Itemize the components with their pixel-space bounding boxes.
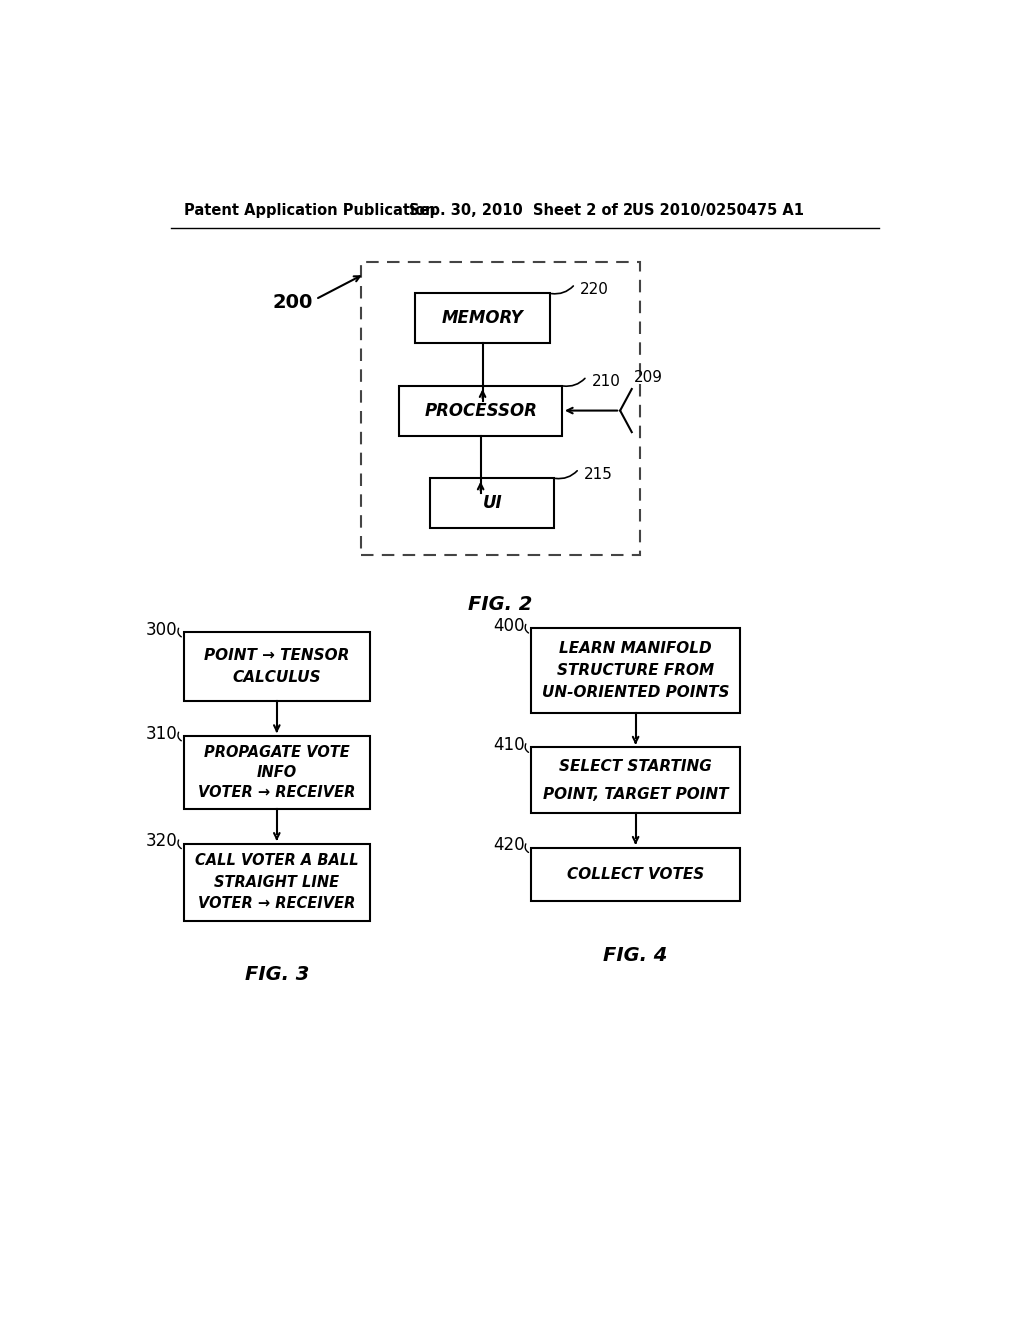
Text: MEMORY: MEMORY [441,309,523,327]
Text: FIG. 2: FIG. 2 [468,595,532,615]
Bar [430,478,554,528]
Text: POINT → TENSOR: POINT → TENSOR [204,648,349,664]
Text: 300: 300 [146,620,177,639]
Text: VOTER → RECEIVER: VOTER → RECEIVER [198,785,355,800]
Bar [183,737,370,809]
Text: 200: 200 [272,293,312,312]
Text: 420: 420 [494,837,524,854]
Text: LEARN MANIFOLD: LEARN MANIFOLD [559,642,712,656]
Bar [531,628,740,713]
Bar [415,293,550,343]
Bar [360,263,640,554]
Text: 220: 220 [580,281,608,297]
Text: POINT, TARGET POINT: POINT, TARGET POINT [543,787,728,801]
Text: 310: 310 [145,725,177,743]
Text: FIG. 4: FIG. 4 [603,946,668,965]
Bar [399,385,562,436]
Text: 400: 400 [494,616,524,635]
Text: INFO: INFO [257,766,297,780]
Text: STRUCTURE FROM: STRUCTURE FROM [557,663,714,678]
Text: FIG. 3: FIG. 3 [245,965,309,985]
Text: VOTER → RECEIVER: VOTER → RECEIVER [198,896,355,911]
Text: 320: 320 [145,833,177,850]
Text: PROPAGATE VOTE: PROPAGATE VOTE [204,744,349,760]
Text: Patent Application Publication: Patent Application Publication [183,203,435,218]
Text: COLLECT VOTES: COLLECT VOTES [567,867,705,882]
Bar [531,847,740,902]
Text: UI: UI [482,494,502,512]
Text: 410: 410 [494,737,524,754]
Bar [183,843,370,921]
Bar [183,632,370,701]
Text: CALCULUS: CALCULUS [232,669,322,685]
Bar [531,747,740,813]
Text: 210: 210 [592,374,621,389]
Text: SELECT STARTING: SELECT STARTING [559,759,712,774]
Text: PROCESSOR: PROCESSOR [424,401,537,420]
Text: STRAIGHT LINE: STRAIGHT LINE [214,875,339,890]
Text: 215: 215 [584,466,612,482]
Text: US 2010/0250475 A1: US 2010/0250475 A1 [632,203,804,218]
Text: UN-ORIENTED POINTS: UN-ORIENTED POINTS [542,685,729,700]
Text: CALL VOTER A BALL: CALL VOTER A BALL [195,853,358,869]
Text: Sep. 30, 2010  Sheet 2 of 2: Sep. 30, 2010 Sheet 2 of 2 [410,203,634,218]
Text: 209: 209 [634,370,664,385]
